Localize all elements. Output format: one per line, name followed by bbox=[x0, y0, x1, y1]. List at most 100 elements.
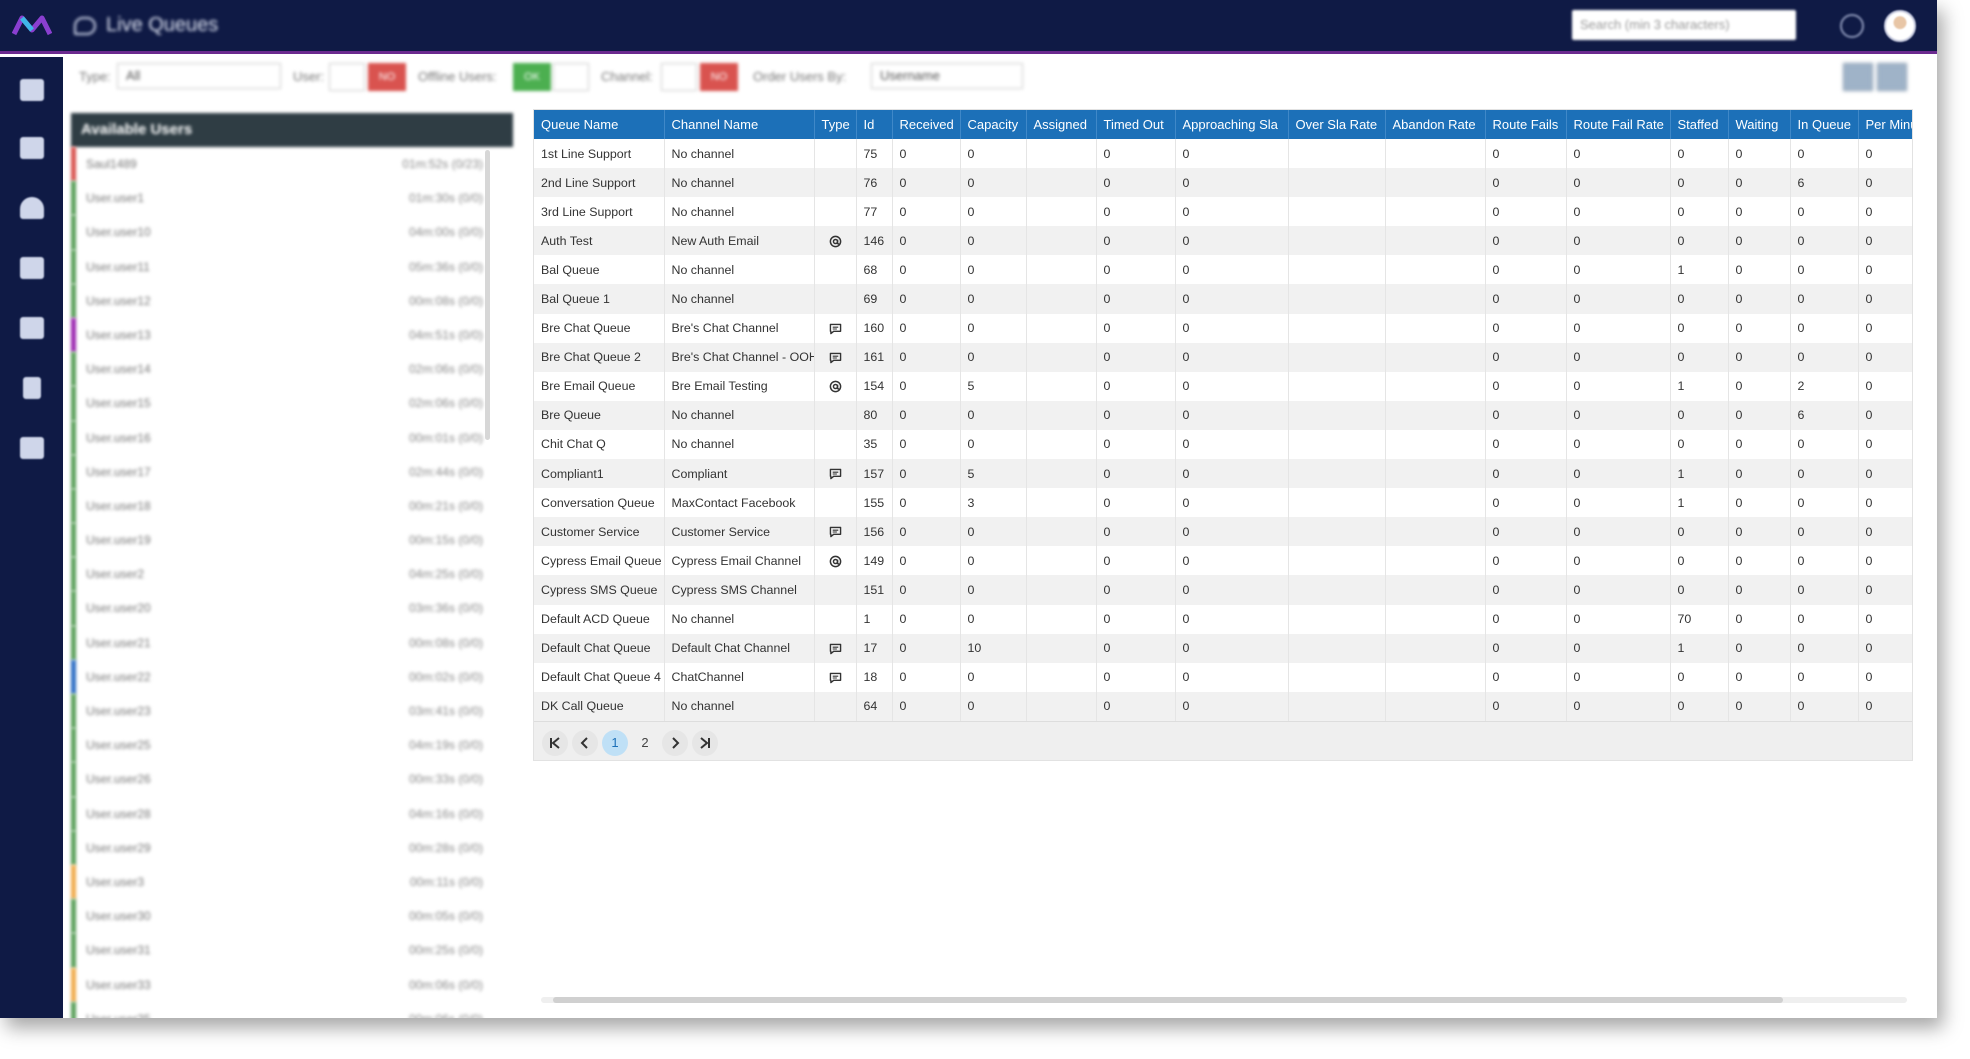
user-list-item[interactable]: User.user22 00m:02s (0/0) bbox=[71, 659, 513, 694]
user-filter-toggle[interactable]: NO bbox=[368, 63, 406, 91]
column-header-route-fail-rate[interactable]: Route Fail Rate bbox=[1566, 110, 1671, 139]
cell-approaching: 0 bbox=[1175, 139, 1289, 169]
user-list-item[interactable]: User.user3 00m:11s (0/0) bbox=[71, 864, 513, 900]
table-row[interactable]: Cypress SMS Queue Cypress SMS Channel 151 0… bbox=[534, 575, 1912, 605]
search-input[interactable]: Search (min 3 characters) bbox=[1572, 10, 1796, 40]
column-header-received[interactable]: Received bbox=[892, 110, 961, 139]
table-row[interactable]: 1st Line Support No channel 75 0 0 0 0 0 0 0 0 0 0 bbox=[534, 139, 1912, 169]
table-row[interactable]: Bre Email Queue Bre Email Testing 154 0 5 0 0 0… bbox=[534, 371, 1912, 401]
table-row[interactable]: Bre Queue No channel 80 0 0 0 0 0 0 0 0 6 0 bbox=[534, 400, 1912, 430]
first-page-button[interactable] bbox=[542, 729, 568, 756]
user-list-item[interactable]: User.user25 04m:19s (0/0) bbox=[71, 728, 513, 763]
column-header-staffed[interactable]: Staffed bbox=[1670, 110, 1729, 139]
user-list-item[interactable]: User.user11 05m:36s (0/0) bbox=[71, 249, 513, 284]
cell-over-sla bbox=[1288, 371, 1386, 401]
table-row[interactable]: Conversation Queue MaxContact Facebook 155… bbox=[534, 488, 1912, 518]
user-list-item[interactable]: User.user31 00m:25s (0/0) bbox=[71, 933, 513, 968]
table-row[interactable]: Default Chat Queue 4 ChatChannel 18 0 0 0 0 0 0 0… bbox=[534, 662, 1912, 692]
database-icon[interactable] bbox=[20, 257, 44, 279]
document-icon[interactable] bbox=[23, 377, 41, 399]
horizontal-scrollbar[interactable] bbox=[541, 997, 1907, 1003]
offline-users-box[interactable] bbox=[553, 63, 589, 91]
table-row[interactable]: Bal Queue No channel 68 0 0 0 0 0 0 1 0 0 0 bbox=[534, 255, 1912, 285]
user-list-item[interactable]: User.user26 00m:33s (0/0) bbox=[71, 762, 513, 797]
type-filter-select[interactable]: All bbox=[117, 63, 281, 89]
column-header-abandon-rate[interactable]: Abandon Rate bbox=[1385, 110, 1486, 139]
user-list-item[interactable]: User.user12 00m:08s (0/0) bbox=[71, 283, 513, 318]
table-row[interactable]: 3rd Line Support No channel 77 0 0 0 0 0 0 0 0 0 0 bbox=[534, 197, 1912, 227]
column-header-route-fails[interactable]: Route Fails bbox=[1485, 110, 1567, 139]
table-row[interactable]: Chit Chat Q No channel 35 0 0 0 0 0 0 0 0 0 0 bbox=[534, 429, 1912, 460]
channel-filter-box[interactable] bbox=[661, 63, 697, 91]
user-list-item[interactable]: User.user23 03m:41s (0/0) bbox=[71, 694, 513, 729]
brand-logo-icon[interactable] bbox=[12, 12, 52, 40]
column-header-in-queue[interactable]: In Queue bbox=[1790, 110, 1859, 139]
column-header-channel-name[interactable]: Channel Name bbox=[664, 110, 815, 139]
users-scrollbar[interactable] bbox=[485, 150, 490, 440]
user-list-item[interactable]: User.user2 04m:25s (0/0) bbox=[71, 557, 513, 592]
user-filter-box[interactable] bbox=[329, 63, 365, 91]
layout-view-button[interactable] bbox=[1843, 63, 1873, 91]
table-row[interactable]: Cypress Email Queue Cypress Email Channel… bbox=[534, 546, 1912, 576]
cell-abandon bbox=[1385, 459, 1486, 489]
user-list-item[interactable]: User.user15 02m:06s (0/0) bbox=[71, 386, 513, 421]
cell-id: 35 bbox=[856, 429, 893, 460]
offline-users-toggle[interactable]: OK bbox=[513, 63, 551, 91]
user-list-item[interactable]: User.user29 00m:28s (0/0) bbox=[71, 830, 513, 865]
column-header-assigned[interactable]: Assigned bbox=[1026, 110, 1097, 139]
column-header-approaching-sla[interactable]: Approaching Sla bbox=[1175, 110, 1289, 139]
page-1-button[interactable]: 1 bbox=[602, 729, 628, 756]
table-row[interactable]: 2nd Line Support No channel 76 0 0 0 0 0 0 0 0 6 0 bbox=[534, 168, 1912, 198]
user-name: User.user29 bbox=[86, 840, 151, 855]
user-list-item[interactable]: User.user35 00m:06s (0/0) bbox=[71, 1001, 513, 1018]
user-list-item[interactable]: User.user21 00m:08s (0/0) bbox=[71, 625, 513, 660]
column-header-waiting[interactable]: Waiting bbox=[1728, 110, 1791, 139]
user-list-item[interactable]: User.user17 02m:44s (0/0) bbox=[71, 454, 513, 489]
user-list-item[interactable]: User.user13 04m:51s (0/0) bbox=[71, 317, 513, 353]
contacts-icon[interactable] bbox=[20, 317, 44, 339]
column-header-over-sla-rate[interactable]: Over Sla Rate bbox=[1288, 110, 1386, 139]
prev-page-button[interactable] bbox=[572, 729, 598, 756]
table-row[interactable]: Bre Chat Queue Bre's Chat Channel 160 0 0 0 0 0… bbox=[534, 313, 1912, 343]
table-row[interactable]: Default Chat Queue Default Chat Channel 17… bbox=[534, 633, 1912, 663]
user-avatar[interactable] bbox=[1884, 10, 1916, 42]
user-list-item[interactable]: User.user1 01m:30s (0/0) bbox=[71, 181, 513, 216]
user-list-item[interactable]: User.user19 00m:15s (0/0) bbox=[71, 523, 513, 558]
help-icon[interactable] bbox=[1840, 14, 1864, 38]
column-header-capacity[interactable]: Capacity bbox=[960, 110, 1027, 139]
user-list-item[interactable]: User.user10 04m:00s (0/0) bbox=[71, 215, 513, 250]
user-list-item[interactable]: User.user30 00m:05s (0/0) bbox=[71, 899, 513, 934]
next-page-button[interactable] bbox=[662, 729, 688, 756]
table-row[interactable]: Default ACD Queue No channel 1 0 0 0 0 0 0 70 0 0 0 bbox=[534, 604, 1912, 634]
user-state-time: 00m:33s (0/0) bbox=[408, 772, 483, 787]
list-icon[interactable] bbox=[20, 137, 44, 159]
column-header-id[interactable]: Id bbox=[856, 110, 893, 139]
user-list-item[interactable]: User.user18 00m:21s (0/0) bbox=[71, 488, 513, 524]
channel-filter-toggle[interactable]: NO bbox=[700, 63, 738, 91]
column-header-type[interactable]: Type bbox=[814, 110, 857, 139]
last-page-button[interactable] bbox=[692, 729, 718, 756]
user-list-item[interactable]: User.user14 02m:06s (0/0) bbox=[71, 352, 513, 387]
table-row[interactable]: Compliant1 Compliant 157 0 5 0 0 0 0 1 0 0 0 bbox=[534, 459, 1912, 489]
user-list-item[interactable]: User.user28 04m:16s (0/0) bbox=[71, 796, 513, 831]
user-list-item[interactable]: User.user33 00m:06s (0/0) bbox=[71, 967, 513, 1002]
table-row[interactable]: Auth Test New Auth Email 146 0 0 0 0 0 0 0 0 0 0 bbox=[534, 226, 1912, 256]
table-row[interactable]: Bre Chat Queue 2 Bre's Chat Channel - OOH… bbox=[534, 342, 1912, 372]
fullscreen-button[interactable] bbox=[1877, 63, 1907, 91]
column-header-queue-name[interactable]: Queue Name bbox=[534, 110, 665, 139]
column-header-timed-out[interactable]: Timed Out bbox=[1096, 110, 1176, 139]
column-header-per-minute[interactable]: Per Minute bbox=[1858, 110, 1912, 139]
dashboard-icon[interactable] bbox=[20, 197, 44, 219]
home-icon[interactable] bbox=[20, 79, 44, 101]
settings-icon[interactable] bbox=[20, 437, 44, 459]
cell-assigned bbox=[1026, 371, 1097, 401]
horizontal-scrollbar-thumb[interactable] bbox=[553, 997, 1783, 1003]
order-users-select[interactable]: Username bbox=[871, 63, 1023, 89]
table-row[interactable]: DK Call Queue No channel 64 0 0 0 0 0 0 0 0 0 0 bbox=[534, 691, 1912, 721]
table-row[interactable]: Bal Queue 1 No channel 69 0 0 0 0 0 0 0 0 0 0 bbox=[534, 284, 1912, 314]
user-list-item[interactable]: User.user16 00m:01s (0/0) bbox=[71, 420, 513, 455]
user-list-item[interactable]: Saul1489 01m:52s (0/23) bbox=[71, 147, 513, 182]
page-2-button[interactable]: 2 bbox=[641, 734, 649, 750]
table-row[interactable]: Customer Service Customer Service 156 0 0 0 0 0… bbox=[534, 517, 1912, 547]
user-list-item[interactable]: User.user20 03m:36s (0/0) bbox=[71, 591, 513, 626]
